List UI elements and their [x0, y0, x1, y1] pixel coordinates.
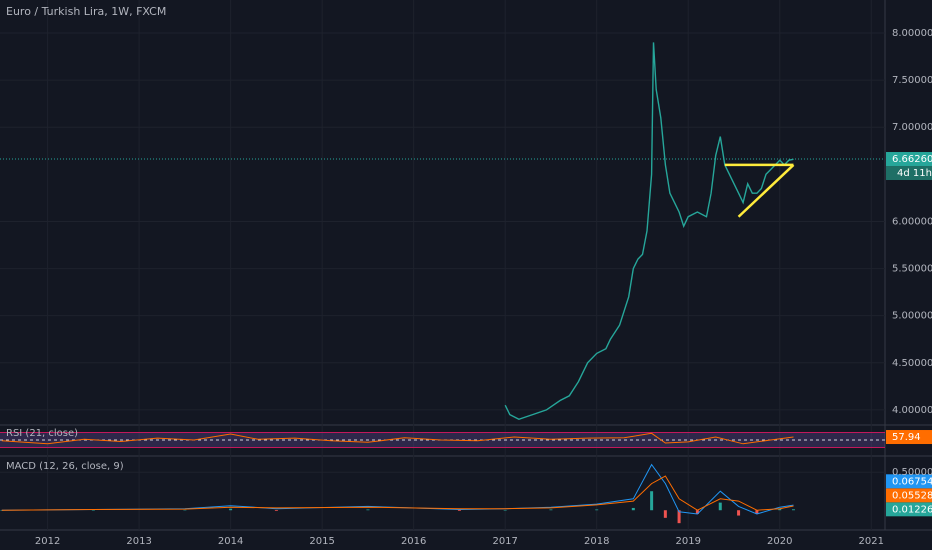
macd-value-label: 0.06754 — [892, 476, 932, 487]
x-tick-label: 2020 — [767, 536, 792, 547]
macd-tag — [886, 488, 932, 503]
grid — [0, 0, 885, 530]
x-tick-label: 2015 — [309, 536, 334, 547]
macd-tag — [886, 502, 932, 517]
macd-histogram-bar — [737, 510, 741, 516]
y-tick-label: 4.00000 — [892, 405, 932, 416]
price-line — [504, 42, 794, 421]
y-tick-label: 4.50000 — [892, 358, 932, 369]
macd-histogram-bar — [650, 491, 654, 511]
macd-value-label: 0.01226 — [892, 504, 932, 515]
rsi-tag — [886, 430, 932, 445]
rsi-title: RSI (21, close) — [6, 428, 78, 439]
y-tick-label: 5.00000 — [892, 311, 932, 322]
y-tick-label: 0.50000 — [892, 467, 932, 478]
last-price-label: 6.66260 — [892, 154, 932, 165]
y-tick-label: 7.00000 — [892, 122, 932, 133]
macd-line — [1, 475, 794, 511]
x-tick-label: 2018 — [584, 536, 609, 547]
macd-title: MACD (12, 26, close, 9) — [6, 461, 124, 472]
macd-histogram-bar — [595, 509, 599, 511]
y-tick-label: 5.50000 — [892, 264, 932, 275]
macd-histogram-bar — [663, 510, 667, 518]
macd-histogram-bar — [677, 510, 681, 524]
macd-histogram-bar — [503, 510, 507, 511]
macd-histogram-bar — [274, 510, 278, 511]
macd-histogram-bar — [183, 509, 187, 511]
macd-histogram-bar — [695, 510, 699, 515]
y-tick-label: 6.00000 — [892, 216, 932, 227]
countdown-tag — [886, 166, 932, 181]
x-tick-label: 2019 — [676, 536, 701, 547]
x-tick-label: 2012 — [35, 536, 60, 547]
chart-title: Euro / Turkish Lira, 1W, FXCM — [6, 5, 166, 18]
macd-histogram-bar — [718, 502, 722, 511]
labels: Euro / Turkish Lira, 1W, FXCM 2012 2013 20… — [6, 5, 932, 547]
macd-histogram-bar — [755, 510, 759, 515]
rsi-value-label: 57.94 — [892, 432, 921, 443]
x-tick-label: 2014 — [218, 536, 243, 547]
macd-histogram-bar — [366, 509, 370, 511]
y-tick-label: 7.50000 — [892, 75, 932, 86]
x-tick-label: 2021 — [859, 536, 884, 547]
countdown-label: 4d 11h — [897, 168, 932, 179]
macd-line — [1, 463, 794, 515]
trendline — [737, 164, 795, 218]
last-price-tag — [886, 152, 932, 167]
x-tick-label: 2013 — [126, 536, 151, 547]
macd-histogram-bar — [457, 510, 461, 511]
x-tick-label: 2017 — [492, 536, 517, 547]
rsi-line — [1, 432, 794, 445]
macd-value-label: 0.05528 — [892, 490, 932, 501]
y-tick-label: 8.00000 — [892, 28, 932, 39]
macd-histogram-bar — [631, 507, 635, 511]
macd-tag — [886, 474, 932, 489]
macd-histogram-bar — [549, 509, 553, 511]
macd-histogram-bar — [229, 508, 233, 511]
macd-histogram-bar — [791, 509, 795, 511]
marks — [0, 42, 932, 524]
macd-histogram-bar — [778, 508, 782, 511]
x-tick-label: 2016 — [401, 536, 426, 547]
macd-histogram-bar — [91, 510, 95, 511]
